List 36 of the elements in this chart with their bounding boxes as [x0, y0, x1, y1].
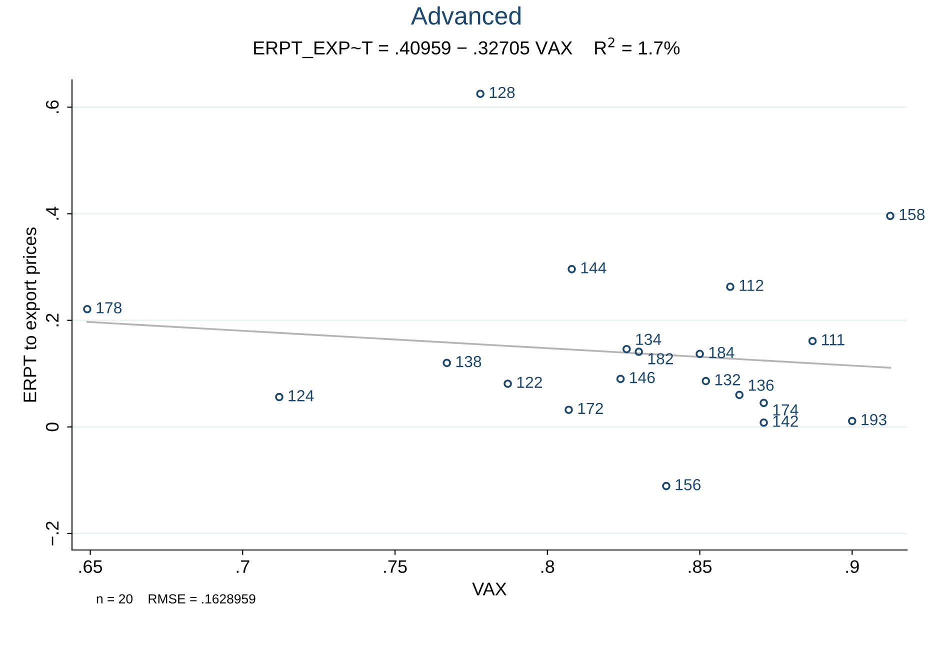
- annotation: 184: [709, 346, 734, 358]
- annotation: 144: [581, 262, 606, 274]
- annotation: 142: [773, 416, 798, 427]
- annotation: 193: [862, 414, 886, 426]
- annotation: 174: [773, 404, 798, 416]
- text: n = 20 RMSE = .1628959: [96, 594, 256, 604]
- annotation: 122: [517, 376, 542, 388]
- annotation: 124: [288, 390, 314, 402]
- y-tick-label: .2: [46, 314, 59, 326]
- y-axis-title: ERPT to export prices: [23, 228, 40, 402]
- annotation: 132: [715, 374, 740, 386]
- y-tick-label: .6: [46, 100, 59, 114]
- annotation: 158: [900, 208, 925, 220]
- x-tick-label: .9: [846, 560, 859, 573]
- y-tick-label: .4: [46, 206, 59, 220]
- annotation: 112: [740, 280, 764, 291]
- chart-title: Advanced: [410, 6, 520, 25]
- annotation: 156: [676, 479, 701, 490]
- annotation: 111: [822, 334, 844, 346]
- x-tick-label: .85: [688, 560, 712, 573]
- annotation: 128: [490, 86, 515, 98]
- x-tick-label: .65: [79, 560, 102, 573]
- annotation: 172: [578, 402, 603, 414]
- annotation: 146: [630, 372, 655, 384]
- annotation: 136: [748, 380, 774, 391]
- x-tick-label: .75: [384, 560, 407, 573]
- x-axis-title: VAX: [472, 582, 507, 596]
- annotation: 178: [96, 302, 122, 314]
- chart-subtitle: ERPT_EXP~T = .40959 − .32705 VAX R$^{2}$ = 1.7%: [254, 37, 680, 58]
- y-tick-label: −.2: [46, 522, 59, 546]
- annotation: 138: [456, 356, 482, 368]
- y-tick-label: 0: [46, 422, 59, 432]
- x-tick-label: .8: [542, 560, 554, 573]
- annotation: 182: [648, 353, 674, 364]
- annotation: 134: [636, 334, 662, 346]
- x-tick-label: .7: [236, 560, 250, 573]
